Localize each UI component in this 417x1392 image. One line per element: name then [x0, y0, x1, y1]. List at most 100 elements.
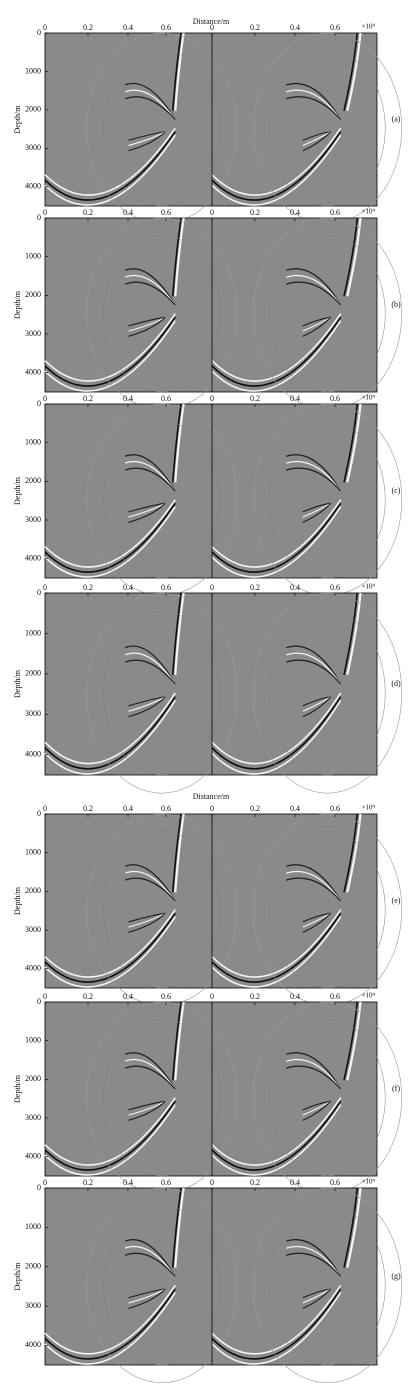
ripple — [103, 235, 221, 393]
wave-front — [128, 131, 166, 141]
y-tick-label: 4000 — [25, 553, 41, 562]
wave-front — [171, 592, 182, 675]
y-tick-label: 1000 — [25, 437, 41, 446]
panel-label: (f) — [392, 1084, 400, 1093]
wave-front — [211, 912, 342, 983]
y-tick-label: 4000 — [25, 367, 41, 376]
y-tick-label: 2000 — [25, 290, 41, 299]
wave-front — [44, 131, 176, 201]
wave-front — [302, 131, 331, 141]
wave-front — [128, 131, 166, 146]
wave-front — [343, 1001, 358, 1081]
wave-front — [171, 1187, 182, 1268]
panel-image — [44, 32, 378, 207]
panel-image — [44, 813, 378, 989]
y-tick-label: 3000 — [25, 1301, 41, 1310]
wave-front — [286, 864, 342, 902]
panel-label: (d) — [391, 679, 401, 688]
wave-front — [44, 1291, 176, 1365]
x-tick-label: 0.6 — [161, 804, 171, 813]
x-tick-label: 0.4 — [290, 394, 300, 403]
wave-front — [128, 502, 166, 513]
wave-front — [346, 1001, 362, 1081]
y-tick-label: 3000 — [25, 709, 41, 718]
y-tick-label: 2000 — [25, 1074, 41, 1083]
y-axis-title: Depth/m — [13, 290, 22, 319]
x-tick-label: 0.2 — [250, 208, 260, 217]
wave-front — [128, 1288, 166, 1304]
wave-front — [124, 1052, 176, 1090]
x-tick-label: 0.2 — [83, 992, 93, 1001]
x-tick-label: 0.2 — [250, 23, 260, 32]
x-tick-label: 0.2 — [83, 394, 93, 403]
x-tick-label: 0 — [43, 583, 47, 592]
y-tick-label: 0 — [37, 213, 41, 222]
y-tick-label: 2000 — [25, 1261, 41, 1270]
wave-front — [171, 1001, 182, 1081]
y-tick-label: 2000 — [25, 669, 41, 678]
y-tick-label: 1000 — [25, 628, 41, 637]
wave-front — [44, 696, 176, 770]
y-tick-label: 4000 — [25, 1340, 41, 1349]
x-scale-label: ×10⁴ — [362, 804, 376, 812]
wave-front — [211, 696, 342, 770]
x-tick-label: 0.6 — [161, 208, 171, 217]
x-tick-label: 0.4 — [290, 1178, 300, 1187]
wave-front — [128, 131, 166, 152]
wave-front — [302, 502, 331, 513]
panel-label: (a) — [392, 114, 401, 123]
ripple — [269, 831, 386, 989]
wave-front — [174, 592, 185, 675]
x-tick-label: 0.2 — [250, 583, 260, 592]
x-tick-label: 0.4 — [123, 804, 133, 813]
wave-front — [128, 1288, 166, 1309]
wave-front — [44, 692, 176, 765]
wave-front — [211, 313, 342, 382]
wave-front — [302, 696, 332, 712]
y-tick-label: 1000 — [25, 251, 41, 260]
y-tick-label: 0 — [37, 588, 41, 597]
wave-front — [286, 1065, 342, 1090]
wave-front — [346, 217, 362, 297]
wave-front — [302, 131, 332, 152]
x-tick-label: 0.4 — [290, 23, 300, 32]
wave-front — [302, 1100, 331, 1111]
wave-front — [124, 89, 176, 120]
wave-front — [124, 1065, 176, 1090]
wave-front — [124, 274, 176, 306]
wave-front — [211, 502, 342, 573]
wave-front — [286, 281, 342, 306]
wave-front — [128, 316, 166, 332]
y-tick-label: 3000 — [25, 329, 41, 338]
wave-front — [44, 499, 176, 568]
x-tick-label: 0 — [43, 208, 47, 217]
wave-front — [171, 403, 182, 483]
wave-front — [124, 1252, 176, 1277]
wave-front — [343, 217, 358, 297]
wave-front — [302, 1100, 332, 1121]
ripple — [252, 1187, 403, 1383]
wavefield — [211, 592, 403, 794]
x-tick-label: 0.6 — [161, 394, 171, 403]
wave-front — [211, 909, 342, 978]
wave-front — [124, 877, 176, 902]
ripple — [103, 610, 221, 776]
x-tick-label: 0.2 — [83, 23, 93, 32]
wave-front — [302, 1288, 332, 1309]
wave-front — [44, 506, 176, 578]
wave-front — [124, 268, 176, 306]
wave-front — [44, 1288, 176, 1360]
wave-front — [171, 217, 182, 297]
wave-front — [128, 1100, 166, 1111]
wavefield — [44, 1001, 238, 1194]
wave-front — [211, 127, 342, 196]
y-tick-label: 2000 — [25, 105, 41, 114]
wave-front — [211, 506, 342, 578]
x-tick-label: 0.6 — [330, 583, 340, 592]
panel-image — [44, 592, 378, 776]
wave-front — [174, 1187, 185, 1268]
x-tick-label: 0.4 — [123, 992, 133, 1001]
x-tick-label: 0.4 — [123, 208, 133, 217]
wave-front — [171, 32, 182, 111]
wave-front — [286, 652, 342, 685]
